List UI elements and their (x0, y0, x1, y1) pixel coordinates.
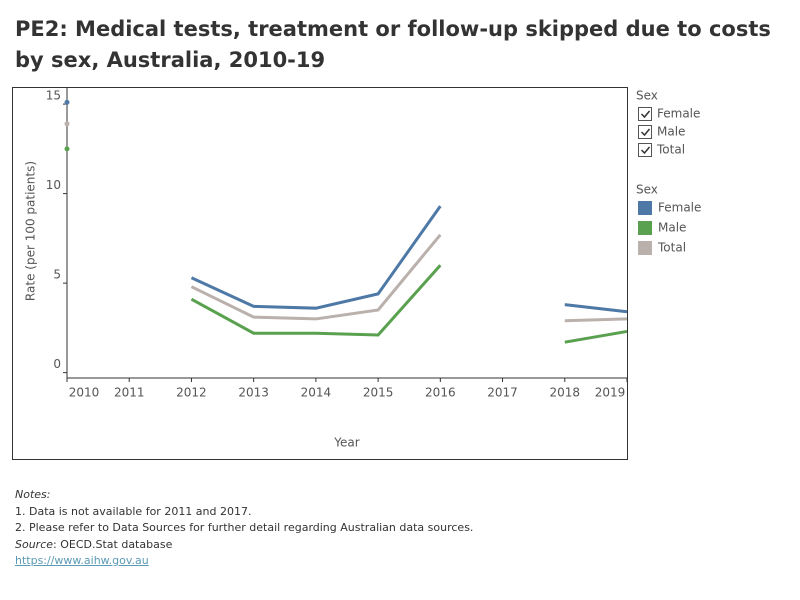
x-tick-label: 2018 (550, 386, 581, 400)
filter-item[interactable]: Male (657, 125, 685, 139)
x-axis-title: Year (333, 436, 359, 450)
x-tick-label: 2019 (595, 386, 626, 400)
line (190, 233, 442, 321)
y-tick-label: 0 (53, 357, 61, 371)
line (190, 264, 442, 337)
legend-label: Female (658, 201, 701, 215)
x-tick-label: 2017 (487, 386, 518, 400)
x-tick-label: 2014 (301, 386, 332, 400)
line (190, 205, 442, 310)
source-text: : OECD.Stat database (53, 537, 173, 551)
line (564, 329, 628, 344)
source-label: Source (15, 537, 54, 551)
filter-item[interactable]: Female (657, 107, 700, 121)
notes-heading: Notes: (15, 488, 51, 501)
legend-swatch (638, 201, 652, 215)
check-mark (640, 110, 651, 119)
check-mark (640, 128, 651, 137)
note: 1. Data is not available for 2011 and 20… (15, 504, 252, 518)
x-tick-label: 2012 (176, 386, 207, 400)
checkbox[interactable] (638, 125, 652, 139)
point (64, 146, 70, 152)
source: Source: OECD.Stat database (15, 537, 473, 554)
checkbox[interactable] (638, 107, 652, 121)
x-tick-label: 2016 (425, 386, 456, 400)
point (64, 121, 70, 127)
x-tick-label: 2010 (69, 386, 100, 400)
y-tick-label: 10 (46, 178, 61, 192)
line (564, 317, 628, 323)
x-tick-label: 2011 (114, 386, 145, 400)
legend-label: Total (657, 241, 686, 255)
legend-swatch (638, 221, 652, 235)
y-axis-title: Rate (per 100 patients) (24, 161, 38, 301)
point (64, 99, 70, 105)
legend-title: Sex (636, 183, 658, 197)
checkbox[interactable] (638, 143, 652, 157)
filter-item[interactable]: Total (656, 143, 685, 157)
chart: Year Rate (per 100 patients) 0 5 10 15 2010 2… (12, 87, 701, 460)
link[interactable]: https://www.aihw.gov.au (15, 554, 149, 567)
note: 2. Please refer to Data Sources for furt… (15, 521, 474, 534)
chart-title: PE2: Medical tests, treatment or follow-… (15, 17, 771, 72)
legend-swatch (638, 241, 652, 255)
x-tick-label: 2015 (363, 386, 394, 400)
x-tick-label: 2013 (238, 386, 269, 400)
filter-title: Sex (636, 89, 658, 103)
check-mark (640, 146, 651, 155)
y-tick-label: 15 (46, 89, 61, 103)
notes: Notes: 1. Data is not available for 2011… (15, 487, 473, 570)
y-tick-label: 5 (53, 268, 61, 282)
legend-label: Male (658, 221, 686, 235)
line (564, 303, 628, 314)
chart-frame (12, 87, 628, 460)
